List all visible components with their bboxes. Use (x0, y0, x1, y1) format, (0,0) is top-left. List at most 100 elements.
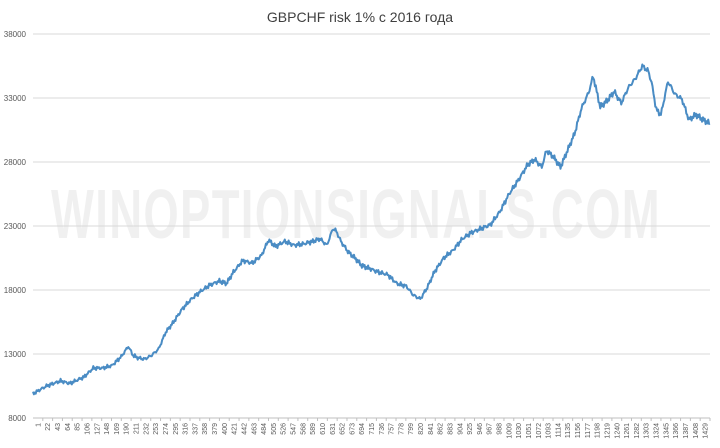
data-point (553, 156, 554, 157)
x-tick-label: 925 (467, 423, 474, 435)
y-tick-label: 8000 (8, 414, 26, 423)
x-tick-label: 421 (232, 423, 239, 435)
data-point (83, 376, 84, 377)
x-tick-label: 106 (84, 423, 91, 435)
data-point (93, 367, 94, 368)
x-tick-label: 358 (202, 423, 209, 435)
data-point (209, 284, 210, 285)
data-point (709, 123, 710, 124)
data-point (420, 298, 421, 299)
data-point (567, 150, 568, 151)
data-point (158, 348, 159, 349)
x-tick-label: 43 (55, 423, 62, 431)
x-tick-label: 211 (134, 423, 141, 434)
x-tick-label: 1198 (595, 423, 602, 438)
x-tick-label: 505 (271, 423, 278, 435)
gridlines (33, 33, 710, 419)
x-tick-label: 736 (379, 423, 386, 435)
series-group (32, 63, 711, 396)
x-tick-label: 883 (447, 423, 454, 435)
data-point (69, 383, 70, 384)
data-point (452, 250, 453, 251)
data-point (642, 65, 643, 66)
x-tick-label: 1135 (565, 423, 572, 438)
data-point (471, 232, 472, 233)
x-tick-label: 610 (320, 423, 327, 435)
data-point (60, 380, 61, 381)
data-point (656, 109, 657, 110)
data-point (219, 280, 220, 281)
y-tick-label: 33000 (4, 94, 27, 103)
data-point (137, 357, 138, 358)
data-point (191, 298, 192, 299)
x-tick-label: 1 (35, 423, 42, 427)
x-tick-label: 715 (369, 423, 376, 435)
data-point (46, 385, 47, 386)
data-point (361, 265, 362, 266)
data-point (681, 99, 682, 100)
x-tick-label: 1093 (546, 423, 553, 439)
x-tick-label: 1366 (673, 423, 680, 439)
data-point (340, 241, 341, 242)
data-point (32, 393, 33, 394)
x-tick-label: 820 (418, 423, 425, 435)
x-tick-label: 274 (163, 423, 170, 435)
x-tick-label: 442 (241, 423, 248, 435)
x-tick-label: 967 (487, 423, 494, 435)
x-tick-label: 1177 (585, 423, 592, 438)
data-point (443, 257, 444, 258)
data-point (581, 108, 582, 109)
x-tick-label: 1219 (604, 423, 611, 439)
data-point (132, 355, 133, 356)
data-point (332, 228, 333, 229)
data-point (434, 271, 435, 272)
x-tick-label: 484 (261, 423, 268, 435)
y-axis: 8000 13000 18000 23000 28000 33000 38000 (4, 30, 27, 423)
data-point (518, 179, 519, 180)
data-point (660, 114, 661, 115)
data-point (121, 356, 122, 357)
y-tick-label: 13000 (4, 350, 27, 359)
data-point (252, 263, 253, 264)
data-point (560, 167, 561, 168)
x-tick-label: 64 (65, 423, 72, 431)
data-point (651, 82, 652, 83)
data-point (378, 271, 379, 272)
data-point (268, 239, 269, 240)
x-tick-label: 463 (251, 423, 258, 435)
data-point (600, 106, 601, 107)
data-point (165, 332, 166, 333)
data-point (541, 167, 542, 168)
x-tick-label: 1282 (634, 423, 641, 439)
data-point (387, 274, 388, 275)
x-tick-label: 757 (389, 423, 396, 435)
x-tick-label: 1156 (575, 423, 582, 438)
data-point (527, 164, 528, 165)
data-point (695, 114, 696, 115)
data-point (233, 271, 234, 272)
y-tick-label: 18000 (4, 286, 27, 295)
x-tick-label: 631 (330, 423, 337, 435)
x-tick-label: 652 (340, 423, 347, 435)
data-point (621, 103, 622, 104)
watermark-text: WINOPTIONSIGNALS.COM (51, 175, 661, 253)
data-point (172, 323, 173, 324)
data-point (607, 100, 608, 101)
x-tick-label: 190 (124, 423, 131, 435)
x-tick-label: 526 (281, 423, 288, 435)
x-tick-label: 778 (398, 423, 405, 435)
data-point (688, 119, 689, 120)
data-point (667, 81, 668, 82)
data-point (702, 119, 703, 120)
x-tick-label: 1030 (516, 423, 523, 439)
data-point (499, 211, 500, 212)
data-point (588, 92, 589, 93)
data-point (347, 251, 348, 252)
x-tick-label: 169 (114, 423, 121, 435)
data-point (396, 283, 397, 284)
data-point (151, 355, 152, 356)
x-tick-label: 1114 (555, 423, 562, 438)
x-tick-label: 904 (457, 423, 464, 435)
data-point (226, 283, 227, 284)
